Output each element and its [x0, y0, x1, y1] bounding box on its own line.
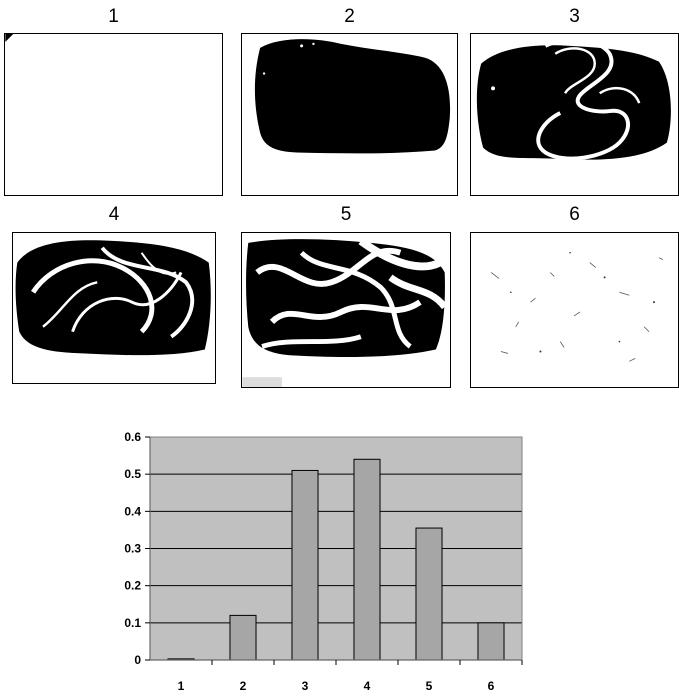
panel-5-label: 5 — [340, 204, 352, 225]
bar-3 — [291, 469, 319, 661]
panel-3: 3 — [470, 0, 679, 196]
bar-6 — [477, 622, 505, 661]
bars — [167, 458, 505, 661]
y-tick-label: 0.5 — [124, 467, 141, 481]
x-tick-label: 6 — [488, 679, 495, 693]
bar-5 — [415, 527, 443, 661]
x-tick-label: 3 — [302, 679, 309, 693]
y-tick-label: 0.3 — [124, 542, 141, 556]
panel-2-label: 2 — [344, 6, 355, 27]
bar-2 — [229, 614, 257, 661]
y-tick-label: 0.2 — [124, 579, 141, 593]
y-tick-label: 0.1 — [124, 616, 141, 630]
panel-3-label: 3 — [569, 6, 580, 27]
panel-4-image — [12, 232, 216, 384]
y-tick-labels: 0 0.1 0.2 0.3 0.4 0.5 0.6 — [124, 430, 150, 667]
y-tick-label: 0.6 — [124, 430, 141, 444]
panel-3-image — [470, 33, 679, 196]
panel-1: 1 — [4, 0, 223, 196]
panel-4: 4 — [12, 196, 216, 384]
panel-5: 5 — [241, 196, 451, 388]
x-tick-label: 2 — [240, 679, 247, 693]
y-tick-label: 0 — [134, 653, 141, 667]
panel-2: 2 — [241, 0, 458, 196]
x-tick-labels: 1 2 3 4 5 6 — [178, 660, 523, 693]
panel-1-image — [4, 33, 223, 196]
y-tick-label: 0.4 — [124, 504, 141, 518]
bar-4 — [353, 458, 381, 661]
x-tick-label: 1 — [178, 679, 185, 693]
panel-1-label: 1 — [108, 6, 119, 27]
panel-4-label: 4 — [108, 204, 120, 225]
x-tick-label: 4 — [364, 679, 371, 693]
panel-2-image — [241, 33, 458, 196]
panel-6-label: 6 — [569, 204, 580, 225]
panel-5-image — [241, 232, 451, 388]
x-tick-label: 5 — [426, 679, 433, 693]
